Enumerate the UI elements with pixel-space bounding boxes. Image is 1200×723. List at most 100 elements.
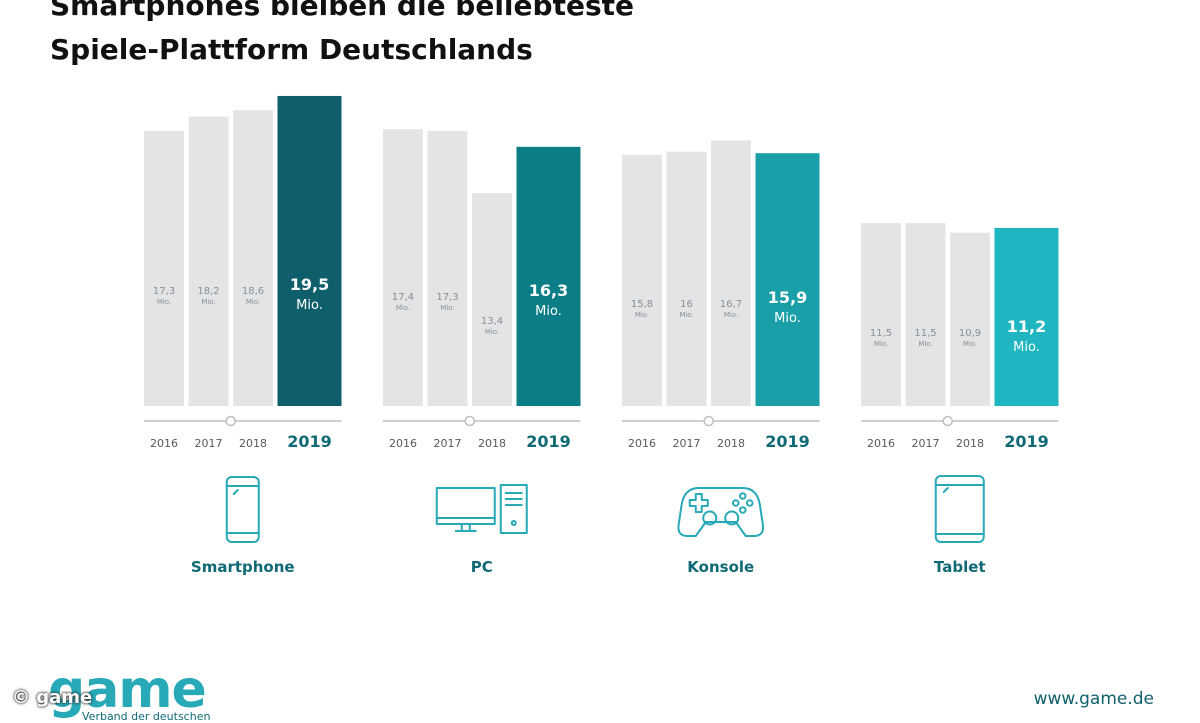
dpad bbox=[688, 493, 709, 513]
unit-label: Mio. bbox=[635, 311, 649, 319]
gamepad-body bbox=[677, 487, 765, 537]
bar-smartphone-2018 bbox=[233, 110, 273, 406]
data-label: 11,2 bbox=[1007, 317, 1046, 336]
data-label: 16,7 bbox=[720, 299, 742, 310]
bar-tablet-2017 bbox=[905, 223, 946, 406]
bar-smartphone-2017 bbox=[188, 116, 229, 407]
website-url[interactable]: www.game.de bbox=[1033, 689, 1154, 709]
bar-smartphone-2019 bbox=[277, 95, 342, 406]
smartphone-icon bbox=[225, 476, 260, 543]
copyright-watermark: © game bbox=[12, 687, 93, 708]
tick-label-2016: 2016 bbox=[150, 437, 178, 450]
axis-marker bbox=[703, 415, 714, 427]
unit-label: Mio. bbox=[535, 304, 562, 319]
data-label: 17,3 bbox=[436, 292, 458, 303]
unit-label: Mio. bbox=[724, 311, 738, 319]
tower-button bbox=[510, 520, 517, 526]
button-b bbox=[745, 499, 754, 507]
pc-tower bbox=[499, 484, 528, 534]
bar-pc-2017 bbox=[427, 130, 468, 406]
title-line-1: Smartphones bleiben die beliebteste bbox=[50, 0, 634, 22]
tick-label-2019: 2019 bbox=[526, 432, 571, 451]
tick-label-2019: 2019 bbox=[1004, 432, 1049, 451]
bar-konsole-2016 bbox=[622, 154, 662, 406]
unit-label: Mio. bbox=[246, 298, 260, 306]
axis-marker bbox=[942, 415, 953, 427]
data-label: 13,4 bbox=[481, 316, 503, 327]
bar-konsole-2019 bbox=[755, 153, 820, 406]
bar-tablet-2018 bbox=[950, 232, 990, 406]
button-x bbox=[731, 499, 740, 507]
bar-smartphone-2016 bbox=[144, 130, 184, 406]
bar-tablet-2016 bbox=[861, 223, 901, 406]
data-label: 16,3 bbox=[529, 281, 568, 300]
tick-label-2019: 2019 bbox=[765, 432, 810, 451]
tablet-icon bbox=[934, 475, 985, 543]
tick-label-2019: 2019 bbox=[287, 432, 332, 451]
unit-label: Mio. bbox=[774, 311, 801, 326]
data-label: 17,4 bbox=[392, 292, 414, 303]
data-label: 16 bbox=[680, 299, 693, 310]
phone-body bbox=[225, 476, 260, 543]
monitor bbox=[435, 487, 496, 525]
unit-label: Mio. bbox=[396, 304, 410, 312]
data-label: 11,5 bbox=[870, 328, 892, 339]
tick-label-2017: 2017 bbox=[195, 437, 223, 450]
tablet-body bbox=[934, 475, 985, 543]
unit-label: Mio. bbox=[201, 298, 215, 306]
data-label: 19,5 bbox=[290, 275, 329, 294]
unit-label: Mio. bbox=[440, 304, 454, 312]
button-y bbox=[738, 506, 747, 514]
data-label: 10,9 bbox=[959, 328, 981, 339]
bar-pc-2018 bbox=[472, 192, 512, 406]
data-label: 15,9 bbox=[768, 288, 807, 307]
button-a bbox=[738, 492, 747, 500]
data-label: 11,5 bbox=[914, 328, 936, 339]
unit-label: Mio. bbox=[918, 340, 932, 348]
tick-label-2017: 2017 bbox=[912, 437, 940, 450]
tick-label-2017: 2017 bbox=[673, 437, 701, 450]
tick-label-2016: 2016 bbox=[867, 437, 895, 450]
game-logo-subtitle: Verband der deutschen bbox=[82, 710, 211, 723]
left-stick bbox=[702, 510, 718, 526]
unit-label: Mio. bbox=[485, 328, 499, 336]
gamepad-icon bbox=[677, 487, 765, 537]
platform-label-tablet: Tablet bbox=[934, 558, 986, 576]
phone-glare bbox=[232, 489, 239, 495]
unit-label: Mio. bbox=[679, 311, 693, 319]
tick-label-2018: 2018 bbox=[239, 437, 267, 450]
data-label: 15,8 bbox=[631, 299, 653, 310]
unit-label: Mio. bbox=[157, 298, 171, 306]
tick-label-2016: 2016 bbox=[628, 437, 656, 450]
game-logo: game bbox=[48, 660, 207, 720]
title-line-2: Spiele-Plattform Deutschlands bbox=[50, 33, 533, 66]
platform-label-smartphone: Smartphone bbox=[191, 558, 295, 576]
bar-konsole-2017 bbox=[666, 151, 707, 406]
unit-label: Mio. bbox=[963, 340, 977, 348]
tick-label-2018: 2018 bbox=[478, 437, 506, 450]
unit-label: Mio. bbox=[1013, 340, 1040, 355]
axis-marker bbox=[225, 415, 236, 427]
bar-konsole-2018 bbox=[711, 140, 751, 406]
unit-label: Mio. bbox=[296, 298, 323, 313]
tick-label-2016: 2016 bbox=[389, 437, 417, 450]
data-label: 18,2 bbox=[197, 286, 219, 297]
chart-title: Smartphones bleiben die beliebteste Spie… bbox=[50, 0, 634, 72]
data-label: 17,3 bbox=[153, 286, 175, 297]
bar-pc-2016 bbox=[383, 129, 423, 406]
tablet-glare bbox=[942, 487, 949, 493]
unit-label: Mio. bbox=[874, 340, 888, 348]
data-label: 18,6 bbox=[242, 286, 264, 297]
platform-label-pc: PC bbox=[471, 558, 493, 576]
pc-icon bbox=[435, 484, 528, 534]
platform-label-konsole: Konsole bbox=[687, 558, 754, 576]
right-stick bbox=[724, 510, 740, 526]
bar-tablet-2019 bbox=[994, 227, 1059, 406]
axis-marker bbox=[464, 415, 475, 427]
tick-label-2018: 2018 bbox=[717, 437, 745, 450]
